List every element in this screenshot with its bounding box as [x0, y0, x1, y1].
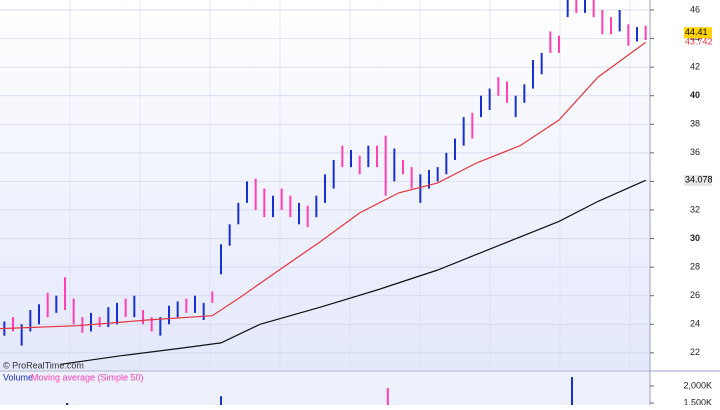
price-label: 34.078	[685, 175, 713, 185]
volume-bar	[220, 396, 222, 405]
y-tick-label: 42	[690, 62, 700, 72]
price-label-box	[684, 27, 712, 39]
price-label: 43.742	[685, 37, 713, 47]
y-tick-label: 2,000K	[683, 380, 712, 390]
volume-bar	[571, 376, 573, 405]
moving-average	[0, 41, 647, 330]
volume-bar	[386, 388, 389, 405]
volume-ma-label: Moving average (Simple 50)	[31, 372, 144, 382]
y-tick-label: 24	[690, 319, 700, 329]
y-tick-label: 46	[690, 4, 700, 14]
price-label-box	[684, 174, 712, 186]
y-tick-label: 36	[690, 147, 700, 157]
watermark: © ProRealTime.com	[3, 360, 84, 370]
y-tick-label: 28	[690, 262, 700, 272]
volume-bar	[66, 402, 69, 405]
axis-panel	[650, 0, 720, 405]
y-tick-label: 38	[690, 119, 700, 129]
volume-title: Volume	[3, 372, 33, 382]
price-label: 44.41	[685, 27, 708, 37]
y-tick-label: 30	[690, 233, 700, 243]
moving-average	[60, 179, 646, 365]
y-tick-label: 32	[690, 204, 700, 214]
y-tick-label: 40	[690, 90, 700, 100]
y-tick-label: 1,500K	[683, 397, 712, 405]
volume-panel	[0, 372, 650, 405]
y-tick-label: 26	[690, 290, 700, 300]
y-tick-label: 22	[690, 347, 700, 357]
